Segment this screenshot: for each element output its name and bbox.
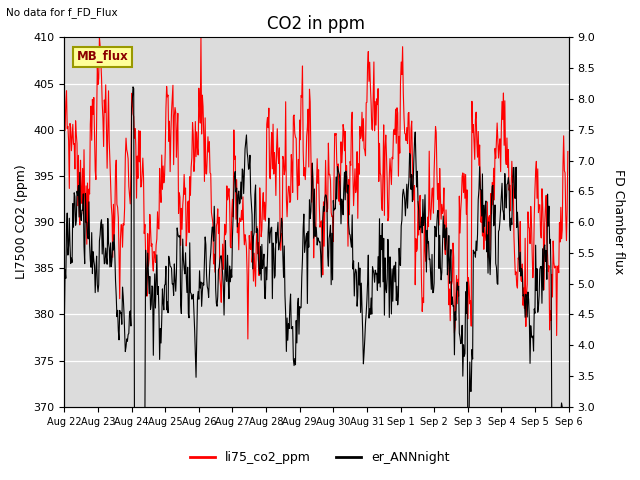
Y-axis label: LI7500 CO2 (ppm): LI7500 CO2 (ppm) [15,165,28,279]
Text: No data for f_FD_Flux: No data for f_FD_Flux [6,7,118,18]
Legend: li75_co2_ppm, er_ANNnight: li75_co2_ppm, er_ANNnight [186,446,454,469]
Title: CO2 in ppm: CO2 in ppm [268,15,365,33]
Text: MB_flux: MB_flux [77,50,129,63]
Y-axis label: FD Chamber flux: FD Chamber flux [612,169,625,275]
